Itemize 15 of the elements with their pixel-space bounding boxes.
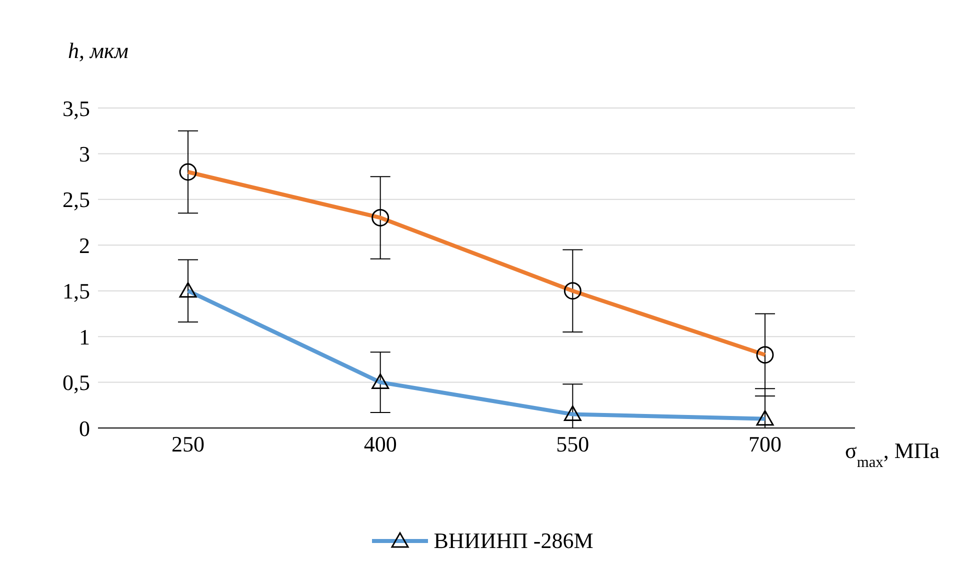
legend-label: ВНИИНП -286М: [434, 528, 594, 554]
y-tick-label: 1: [79, 324, 90, 350]
y-tick-label: 3,5: [62, 96, 90, 121]
y-tick-label: 0: [79, 416, 90, 441]
y-tick-label: 0,5: [62, 370, 90, 396]
x-axis-title: σ$_{max}$, МПа: [845, 438, 940, 470]
y-tick-label: 3: [79, 142, 90, 167]
x-tick-label: 700: [748, 432, 782, 457]
x-tick-label: 250: [172, 432, 204, 457]
x-tick-label: 550: [556, 432, 590, 457]
y-tick-label: 2: [79, 232, 90, 258]
y-tick-label: 1,5: [62, 278, 90, 304]
x-tick-label: 400: [364, 432, 397, 457]
y-tick-label: 2,5: [62, 187, 90, 212]
y-axis-title: h, мкм: [68, 38, 128, 63]
